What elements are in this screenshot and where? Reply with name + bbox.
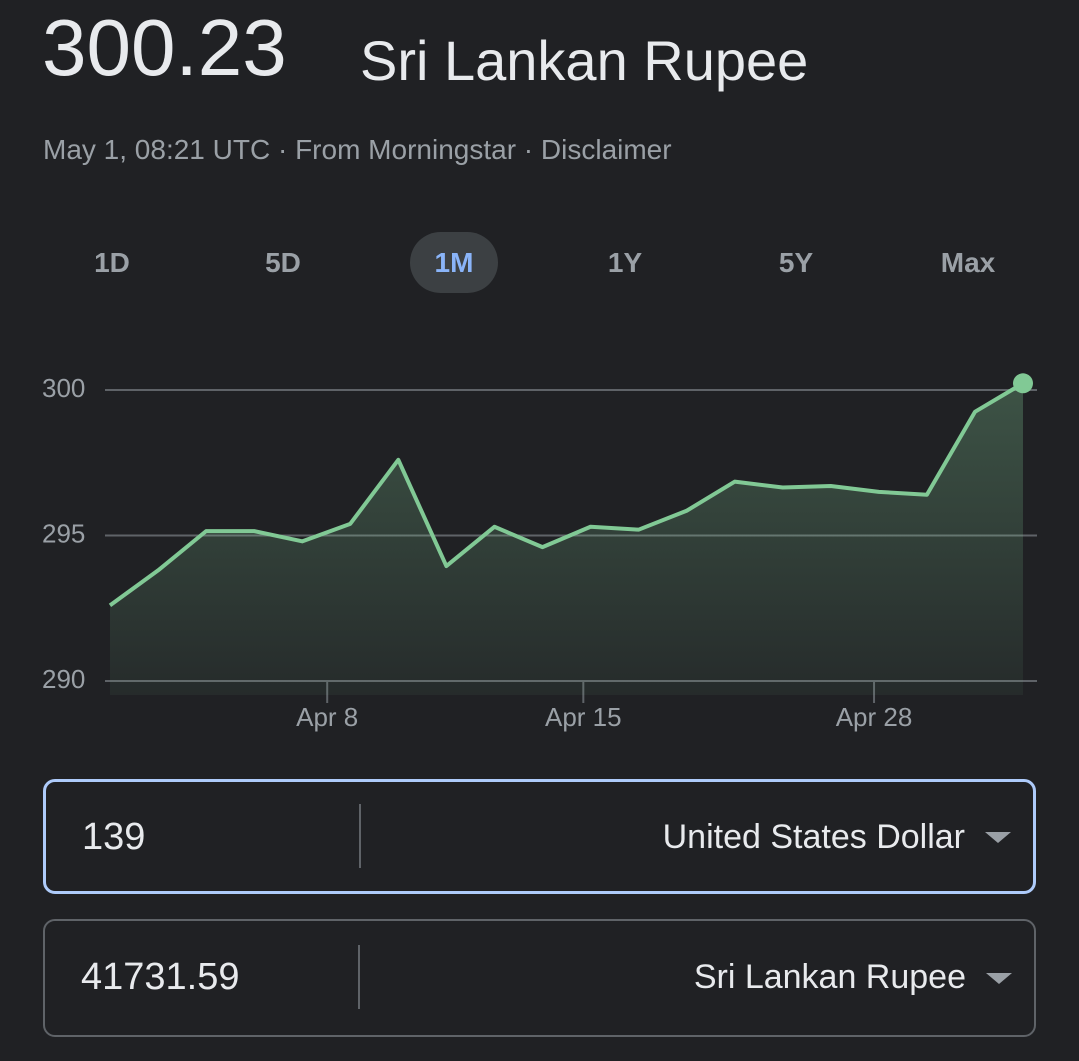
x-tick-label: Apr 8 bbox=[296, 702, 358, 732]
line bbox=[108, 381, 1025, 607]
dropdown-arrow[interactable] bbox=[986, 973, 1012, 984]
divider bbox=[358, 945, 360, 1009]
range-tab[interactable]: 5D bbox=[265, 247, 301, 278]
rate-value: 300.23 bbox=[42, 3, 287, 92]
divider bbox=[359, 804, 361, 868]
range-tab[interactable]: 1D bbox=[94, 247, 130, 278]
from-field[interactable]: 139 United States Dollar bbox=[43, 779, 1036, 894]
meta-text: May 1, 08:21 UTC · From Morningstar · bbox=[43, 134, 534, 165]
rate-currency: Sri Lankan Rupee bbox=[360, 29, 809, 92]
y-tick-label: 295 bbox=[42, 518, 85, 548]
end-point bbox=[1013, 373, 1033, 394]
chart: 290 295 300 Apr 8 Apr 15 Apr 28 bbox=[42, 373, 1037, 732]
range-tab[interactable]: 1M bbox=[410, 232, 498, 293]
range-tab[interactable]: Max bbox=[940, 247, 996, 278]
range-tab[interactable]: 1Y bbox=[607, 247, 643, 278]
to-amount[interactable]: 41731.59 bbox=[81, 956, 240, 998]
from-amount[interactable]: 139 bbox=[82, 816, 146, 858]
range-tab[interactable]: 5Y bbox=[778, 247, 814, 278]
x-tick-label: Apr 15 bbox=[545, 702, 622, 732]
dropdown-arrow[interactable] bbox=[985, 832, 1011, 843]
from-currency[interactable]: United States Dollar bbox=[662, 818, 965, 856]
x-tick-label: Apr 28 bbox=[836, 702, 913, 732]
y-tick-label: 300 bbox=[42, 373, 85, 403]
to-currency[interactable]: Sri Lankan Rupee bbox=[693, 958, 966, 996]
rate-meta: May 1, 08:21 UTC · From Morningstar · Di… bbox=[43, 134, 672, 166]
disclaimer-link[interactable]: Disclaimer bbox=[540, 134, 672, 165]
to-field[interactable]: 41731.59 Sri Lankan Rupee bbox=[43, 919, 1036, 1037]
area bbox=[110, 383, 1023, 695]
y-tick-label: 290 bbox=[42, 664, 85, 694]
